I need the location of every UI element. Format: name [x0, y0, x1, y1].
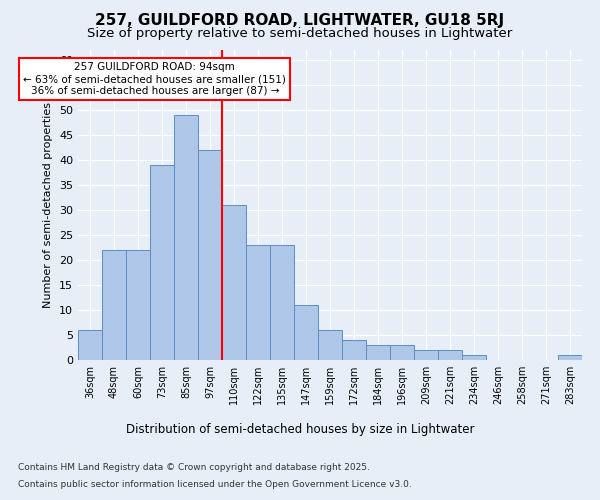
Bar: [294, 305, 318, 360]
Bar: [102, 250, 126, 360]
Bar: [222, 205, 246, 360]
Text: Contains public sector information licensed under the Open Government Licence v3: Contains public sector information licen…: [18, 480, 412, 489]
Bar: [270, 245, 294, 360]
Bar: [198, 150, 222, 360]
Bar: [414, 350, 438, 360]
Bar: [318, 330, 342, 360]
Bar: [174, 115, 198, 360]
Text: Size of property relative to semi-detached houses in Lightwater: Size of property relative to semi-detach…: [88, 28, 512, 40]
Bar: [558, 355, 582, 360]
Bar: [366, 345, 390, 360]
Bar: [438, 350, 462, 360]
Bar: [342, 340, 366, 360]
Y-axis label: Number of semi-detached properties: Number of semi-detached properties: [43, 102, 53, 308]
Text: Contains HM Land Registry data © Crown copyright and database right 2025.: Contains HM Land Registry data © Crown c…: [18, 464, 370, 472]
Bar: [150, 165, 174, 360]
Bar: [462, 355, 486, 360]
Text: Distribution of semi-detached houses by size in Lightwater: Distribution of semi-detached houses by …: [126, 422, 474, 436]
Bar: [126, 250, 150, 360]
Bar: [390, 345, 414, 360]
Text: 257 GUILDFORD ROAD: 94sqm
← 63% of semi-detached houses are smaller (151)
36% of: 257 GUILDFORD ROAD: 94sqm ← 63% of semi-…: [23, 62, 286, 96]
Bar: [246, 245, 270, 360]
Bar: [78, 330, 102, 360]
Text: 257, GUILDFORD ROAD, LIGHTWATER, GU18 5RJ: 257, GUILDFORD ROAD, LIGHTWATER, GU18 5R…: [95, 12, 505, 28]
